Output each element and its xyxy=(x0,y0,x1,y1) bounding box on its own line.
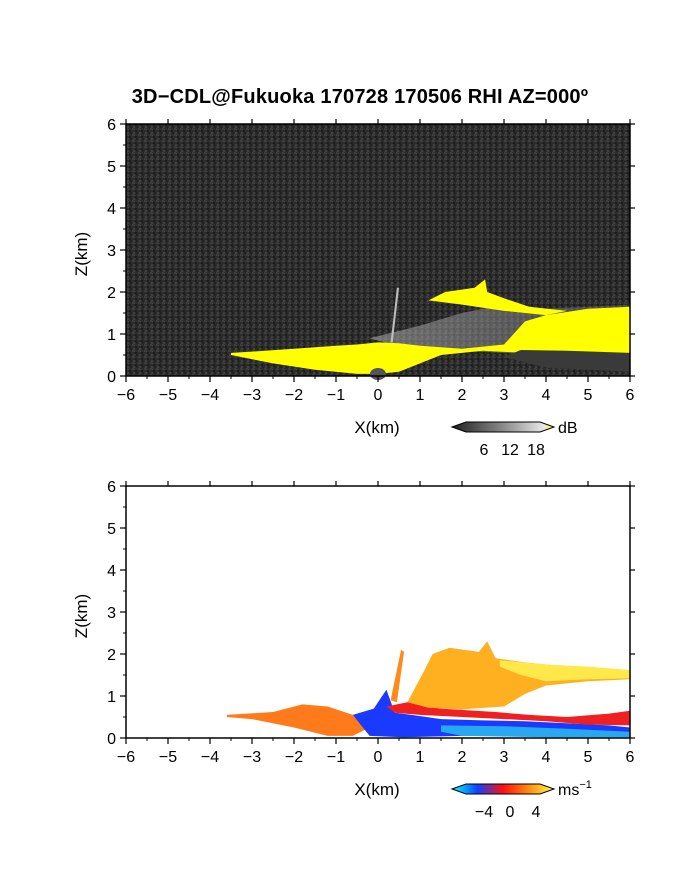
y-tick-label: 4 xyxy=(107,563,116,580)
y-tick-label: 1 xyxy=(107,327,116,344)
x-tick-label: 6 xyxy=(626,387,635,404)
y-tick-label: 5 xyxy=(107,159,116,176)
x-tick-label: 2 xyxy=(458,387,467,404)
colorbar-tick-label: −4 xyxy=(475,804,493,821)
velocity-region-4 xyxy=(407,641,630,710)
chart-title: 3D−CDL@Fukuoka 170728 170506 RHI AZ=000º xyxy=(131,86,589,108)
x-tick-label: 2 xyxy=(458,749,467,766)
velocity-region-3 xyxy=(386,702,630,726)
colorbar-tick-label: 12 xyxy=(501,442,519,459)
x-tick-label: 0 xyxy=(374,387,383,404)
x-tick-label: −5 xyxy=(159,387,177,404)
x-tick-label: 1 xyxy=(416,749,425,766)
weak-echo-gap xyxy=(504,350,630,372)
y-tick-label: 0 xyxy=(107,369,116,386)
x-tick-label: −4 xyxy=(201,387,219,404)
x-tick-label: 3 xyxy=(500,387,509,404)
y-axis-label: Z(km) xyxy=(72,232,91,276)
x-tick-label: 5 xyxy=(584,387,593,404)
plot-frame xyxy=(125,485,631,739)
doppler-velocity-panel: −6 −5 −4 −3 −2 −1 0 1 2 3 4 5 6 0 1 2 3 4 5 6 X(km) Z(km) m… xyxy=(72,479,635,821)
x-tick-label: −1 xyxy=(327,387,345,404)
velocity-region-6 xyxy=(390,649,404,703)
y-tick-label: 5 xyxy=(107,521,116,538)
y-tick-label: 6 xyxy=(107,479,116,496)
y-tick-label: 2 xyxy=(107,647,116,664)
x-tick-label: −1 xyxy=(327,749,345,766)
radar-site-marker xyxy=(370,368,386,380)
velocity-region-1 xyxy=(352,689,630,738)
y-axis-label: Z(km) xyxy=(72,594,91,638)
x-tick-label: 3 xyxy=(500,749,509,766)
x-tick-label: 0 xyxy=(374,749,383,766)
colorbar: ms−1 −4 0 4 xyxy=(450,779,592,821)
x-tick-label: 6 xyxy=(626,749,635,766)
colorbar-bar xyxy=(450,421,556,433)
x-tick-label: 4 xyxy=(542,387,551,404)
x-tick-label: 4 xyxy=(542,749,551,766)
colorbar-unit: ms−1 xyxy=(558,779,592,799)
velocity-region-5 xyxy=(499,660,630,682)
x-tick-label: −6 xyxy=(117,749,135,766)
y-tick-label: 2 xyxy=(107,285,116,302)
x-tick-label: −4 xyxy=(201,749,219,766)
strong-echo-region xyxy=(231,306,630,374)
colorbar-bar xyxy=(450,783,556,795)
x-tick-label: 1 xyxy=(416,387,425,404)
echo-spike xyxy=(390,287,399,343)
colorbar-unit: dB xyxy=(558,420,578,437)
x-tick-label: −6 xyxy=(117,387,135,404)
colorbar-tick-label: 0 xyxy=(506,804,515,821)
velocity-region-2 xyxy=(441,725,630,738)
y-tick-label: 3 xyxy=(107,605,116,622)
y-tick-label: 0 xyxy=(107,731,116,748)
axes: −6 −5 −4 −3 −2 −1 0 1 2 3 4 5 6 0 1 2 3 4 5 6 xyxy=(107,479,635,766)
y-tick-label: 4 xyxy=(107,201,116,218)
y-tick-label: 3 xyxy=(107,243,116,260)
plot-area xyxy=(226,641,630,738)
x-tick-label: −3 xyxy=(243,749,261,766)
x-tick-label: −2 xyxy=(285,749,303,766)
colorbar-tick-label: 4 xyxy=(532,804,541,821)
upper-echo-region xyxy=(428,279,567,316)
plot-area xyxy=(126,124,630,380)
colorbar-tick-label: 18 xyxy=(527,442,545,459)
axes: −6 −5 −4 −3 −2 −1 0 1 2 3 4 5 6 0 1 2 3 4 5 6 xyxy=(107,117,635,404)
x-tick-label: −2 xyxy=(285,387,303,404)
x-tick-label: 5 xyxy=(584,749,593,766)
x-tick-label: −3 xyxy=(243,387,261,404)
x-axis-label: X(km) xyxy=(354,418,399,437)
velocity-region-0 xyxy=(226,704,366,736)
colorbar: dB 6 12 18 xyxy=(450,420,578,459)
y-tick-label: 6 xyxy=(107,117,116,134)
x-tick-label: −5 xyxy=(159,749,177,766)
x-axis-label: X(km) xyxy=(354,780,399,799)
colorbar-tick-label: 6 xyxy=(480,442,489,459)
y-tick-label: 1 xyxy=(107,689,116,706)
